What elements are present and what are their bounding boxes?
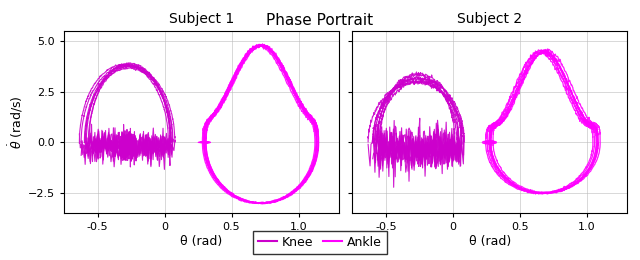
X-axis label: θ (rad): θ (rad) [180, 235, 223, 248]
Y-axis label: $\dot{\theta}$ (rad/s): $\dot{\theta}$ (rad/s) [6, 95, 25, 149]
Title: Subject 1: Subject 1 [169, 12, 234, 26]
Title: Subject 2: Subject 2 [457, 12, 522, 26]
X-axis label: θ (rad): θ (rad) [468, 235, 511, 248]
Text: Phase Portrait: Phase Portrait [266, 13, 374, 28]
Legend: Knee, Ankle: Knee, Ankle [253, 231, 387, 254]
